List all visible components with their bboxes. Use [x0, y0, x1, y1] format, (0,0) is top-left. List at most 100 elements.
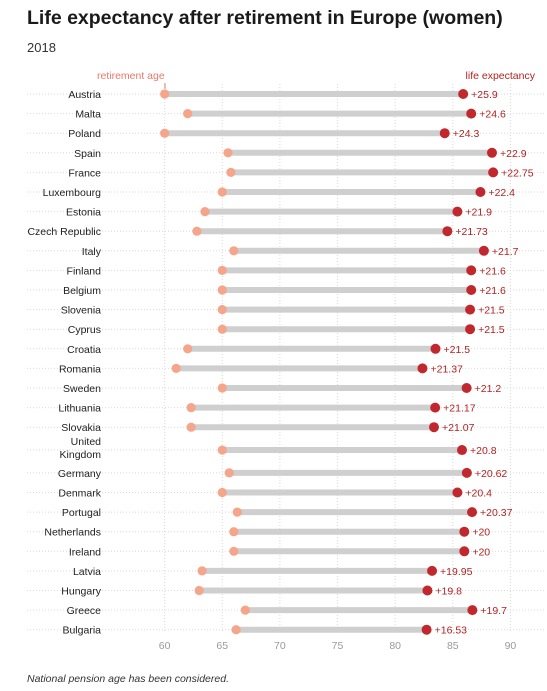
- difference-label: +21.5: [444, 344, 471, 356]
- country-row: Germany +20.62: [27, 467, 545, 480]
- retirement-age-dot: [194, 585, 204, 596]
- life-expectancy-dot: [466, 265, 477, 276]
- legend-retirement-age: retirement age: [97, 70, 165, 82]
- life-expectancy-dot: [430, 343, 441, 354]
- legend: retirement age life expectancy: [97, 70, 536, 89]
- country-label: Netherlands: [44, 527, 101, 539]
- difference-label: +19.95: [440, 566, 473, 578]
- x-tick-label: 90: [505, 640, 517, 652]
- country-row: Bulgaria +16.53: [27, 624, 545, 637]
- retirement-age-dot: [223, 148, 233, 158]
- x-tick-label: 85: [447, 640, 459, 652]
- country-row: France +22.75: [27, 167, 545, 179]
- retirement-age-dot: [240, 605, 250, 615]
- life-expectancy-dot: [459, 546, 470, 557]
- country-row: Greece +19.7: [27, 605, 545, 617]
- country-row: Czech Republic +21.73: [27, 226, 545, 238]
- country-row: Cyprus +21.5: [27, 324, 545, 336]
- life-expectancy-dot: [461, 383, 472, 393]
- life-expectancy-dot: [461, 467, 472, 478]
- retirement-age-dot: [160, 89, 170, 99]
- country-label: Portugal: [62, 507, 101, 519]
- country-row: Croatia +21.5: [27, 343, 545, 356]
- life-expectancy-dot: [417, 363, 428, 374]
- life-expectancy-dot: [467, 605, 478, 616]
- difference-label: +21.5: [478, 324, 505, 336]
- retirement-age-dot: [217, 285, 227, 295]
- country-label: Finland: [67, 265, 102, 277]
- difference-label: +24.3: [453, 128, 480, 140]
- x-axis-ticks: 60 65 70 75 80 85 90: [159, 640, 517, 652]
- life-expectancy-dot: [442, 226, 453, 237]
- country-label: Germany: [58, 468, 102, 480]
- retirement-age-dot: [217, 383, 227, 393]
- country-row: Latvia +19.95: [27, 565, 545, 578]
- difference-label: +21.37: [430, 363, 463, 375]
- country-row: Denmark +20.4: [27, 487, 545, 500]
- country-row: Ireland +20: [27, 546, 545, 558]
- country-row: Estonia +21.9: [27, 206, 545, 219]
- life-expectancy-dot: [488, 167, 499, 178]
- retirement-age-dot: [217, 305, 227, 315]
- life-expectancy-dot: [439, 128, 450, 139]
- x-tick-label: 80: [389, 640, 401, 652]
- chart-subtitle: 2018: [27, 40, 56, 55]
- country-row: Portugal +20.37: [27, 507, 545, 519]
- retirement-age-dot: [186, 403, 196, 413]
- life-expectancy-dot: [430, 402, 441, 413]
- legend-life-expectancy: life expectancy: [466, 70, 536, 82]
- retirement-age-dot: [231, 625, 241, 635]
- country-row: Malta +24.6: [27, 108, 545, 121]
- country-row: Netherlands +20: [27, 526, 545, 539]
- difference-label: +24.6: [479, 109, 506, 121]
- life-expectancy-dot: [452, 487, 463, 498]
- x-tick-label: 60: [159, 640, 171, 652]
- retirement-age-dot: [229, 527, 239, 537]
- life-expectancy-dot: [459, 526, 470, 537]
- retirement-age-dot: [232, 507, 242, 517]
- country-label: Luxembourg: [43, 187, 102, 199]
- difference-label: +21.6: [479, 285, 506, 297]
- country-label: Belgium: [63, 285, 101, 297]
- country-row: Belgium +21.6: [27, 285, 545, 297]
- rows-layer: Austria +25.9 Malta +24.6 Poland +24.3 Spain +2…: [27, 89, 545, 637]
- country-row: Finland +21.6: [27, 265, 545, 277]
- country-label: France: [68, 167, 101, 179]
- country-label: Estonia: [66, 207, 101, 219]
- retirement-age-dot: [224, 468, 234, 478]
- country-label: Spain: [74, 148, 101, 160]
- country-row: Sweden +21.2: [27, 383, 545, 395]
- country-label: Poland: [68, 128, 101, 140]
- retirement-age-dot: [192, 226, 202, 236]
- country-row: Romania +21.37: [27, 363, 545, 375]
- life-expectancy-dot: [452, 206, 463, 217]
- retirement-age-dot: [186, 422, 196, 432]
- difference-label: +22.75: [501, 167, 534, 179]
- country-label: Slovenia: [61, 305, 101, 317]
- life-expectancy-dot: [478, 245, 489, 256]
- retirement-age-dot: [200, 207, 210, 217]
- difference-label: +20: [472, 527, 490, 539]
- country-row: Hungary +19.8: [27, 585, 545, 598]
- country-row: Lithuania +21.17: [27, 402, 545, 415]
- retirement-age-dot: [160, 128, 170, 138]
- retirement-age-dot: [217, 445, 227, 455]
- difference-label: +25.9: [471, 89, 498, 101]
- difference-label: +21.2: [475, 383, 502, 395]
- difference-label: +21.6: [479, 265, 506, 277]
- difference-label: +21.07: [442, 422, 475, 434]
- country-label: Denmark: [58, 488, 101, 500]
- life-expectancy-dot: [458, 89, 469, 99]
- country-label: Czech Republic: [27, 226, 101, 238]
- life-expectancy-dot: [467, 507, 478, 518]
- country-row: Poland +24.3: [27, 128, 545, 140]
- difference-label: +21.9: [465, 207, 492, 219]
- difference-label: +20.37: [480, 507, 513, 519]
- difference-label: +20: [472, 546, 490, 558]
- x-tick-label: 65: [216, 640, 228, 652]
- country-label: Hungary: [61, 586, 101, 598]
- life-expectancy-dot: [421, 624, 432, 635]
- country-label: Bulgaria: [62, 625, 101, 637]
- life-expectancy-dot: [427, 565, 438, 576]
